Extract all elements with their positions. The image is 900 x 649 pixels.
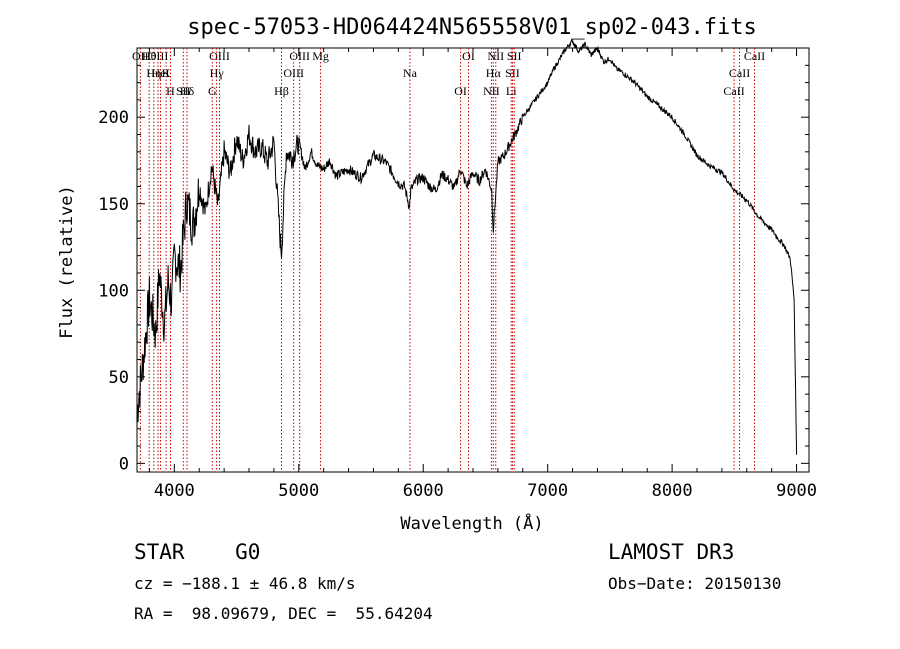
y-tick-label: 200	[98, 108, 129, 128]
spectral-line-label: Hα	[486, 66, 502, 80]
object-class: STAR G0	[134, 540, 261, 564]
observation-date: Obs−Date: 20150130	[608, 574, 782, 593]
spectral-line-label: Na	[403, 66, 418, 80]
ra-dec-coordinates: RA = 98.09679, DEC = 55.64204	[134, 604, 433, 623]
spectral-line-label: OIII	[209, 49, 230, 63]
x-tick-label: 6000	[403, 481, 444, 501]
y-tick-label: 0	[119, 454, 129, 474]
spectral-line-label: SII	[176, 84, 191, 98]
x-axis-label: Wavelength (Å)	[400, 512, 543, 534]
spectral-line-markers: HθKHδOIIHeISIIOIIIHηHOIIIHγGOIIIOIIIHβMg…	[132, 48, 765, 472]
spectral-line-label: CaII	[744, 49, 765, 63]
plot-frame	[136, 47, 810, 473]
x-tick-label: 9000	[776, 481, 817, 501]
survey-name: LAMOST DR3	[608, 540, 735, 564]
y-axis-label: Flux (relative)	[57, 185, 77, 339]
spectral-line-label: G	[208, 84, 217, 98]
spectral-line-label: HeI	[152, 66, 170, 80]
spectral-line-label: NII	[487, 49, 504, 63]
spectral-line-label: SII	[507, 49, 522, 63]
spectral-line-label: Hγ	[210, 66, 225, 80]
spectral-line-label: Hβ	[274, 84, 289, 98]
chart-title: spec-57053-HD064424N565558V01_sp02-043.f…	[187, 15, 757, 40]
spectrum-series	[136, 39, 798, 455]
spectral-line-label: K	[162, 66, 171, 80]
x-tick-label: 4000	[154, 481, 195, 501]
spectral-line-label: NII	[483, 84, 500, 98]
y-tick-label: 100	[98, 281, 129, 301]
spectral-line-label: OI	[454, 84, 467, 98]
spectral-line-label: OIII	[289, 49, 310, 63]
spectral-line-label: CaII	[729, 66, 750, 80]
spectral-line-label: SII	[505, 66, 520, 80]
spectral-line-label: OII	[132, 49, 149, 63]
x-tick-label: 7000	[527, 481, 568, 501]
spectral-line-label: Hθ	[142, 49, 157, 63]
spectral-line-label: OIII	[148, 49, 169, 63]
redshift-velocity: cz = −188.1 ± 46.8 km/s	[134, 574, 356, 593]
spectral-line-label: OI	[462, 49, 475, 63]
spectral-line-label: OIII	[283, 66, 304, 80]
spectrum-line	[136, 39, 798, 455]
y-tick-label: 50	[109, 368, 129, 388]
spectral-line-label: CaII	[723, 84, 744, 98]
spectral-line-label: Li	[506, 84, 517, 98]
spectral-line-label: Hη	[146, 66, 161, 80]
spectral-line-label: Mg	[312, 49, 329, 63]
x-tick-label: 8000	[652, 481, 693, 501]
spectral-line-label: H	[166, 84, 175, 98]
y-tick-label: 150	[98, 195, 129, 215]
x-tick-label: 5000	[278, 481, 319, 501]
axis-ticks: 4000 5000 6000 7000 8000 9000 0 50 100 150 200	[98, 48, 817, 501]
